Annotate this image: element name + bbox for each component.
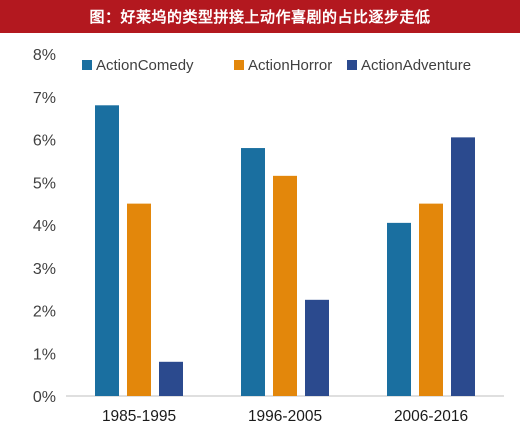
bar-actionhorror bbox=[273, 175, 297, 396]
y-tick-label: 0% bbox=[33, 389, 56, 406]
y-tick-label: 8% bbox=[33, 47, 56, 64]
bar-actionhorror bbox=[419, 203, 443, 396]
y-tick-label: 1% bbox=[33, 346, 56, 363]
legend-swatch bbox=[347, 60, 357, 70]
x-category-label: 1996-2005 bbox=[248, 408, 322, 425]
y-tick-label: 7% bbox=[33, 90, 56, 107]
bars bbox=[95, 105, 475, 397]
y-tick-label: 6% bbox=[33, 133, 56, 150]
bar-actionadventure bbox=[305, 299, 329, 396]
x-category-label: 1985-1995 bbox=[102, 408, 176, 425]
x-axis-labels: 1985-1995 1996-2005 2006-2016 bbox=[102, 408, 468, 425]
legend-swatch bbox=[234, 60, 244, 70]
title-bar: 图：好莱坞的类型拼接上动作喜剧的占比逐步走低 bbox=[0, 0, 520, 33]
y-tick-label: 3% bbox=[33, 261, 56, 278]
bar-actionadventure bbox=[451, 137, 475, 397]
legend-label: ActionAdventure bbox=[361, 57, 471, 74]
legend-swatch bbox=[82, 60, 92, 70]
bar-chart: 0% 1% 2% 3% 4% 5% 6% 7% 8% 1985-1995 1996-2005 200… bbox=[33, 47, 504, 425]
x-category-label: 2006-2016 bbox=[394, 408, 468, 425]
y-tick-label: 4% bbox=[33, 218, 56, 235]
y-tick-label: 2% bbox=[33, 304, 56, 321]
bar-actioncomedy bbox=[241, 148, 265, 396]
legend-label: ActionComedy bbox=[96, 57, 194, 74]
legend: ActionComedy ActionHorror ActionAdventure bbox=[82, 57, 471, 74]
bar-actioncomedy bbox=[95, 105, 119, 397]
bar-actionhorror bbox=[127, 203, 151, 396]
chart-title: 图：好莱坞的类型拼接上动作喜剧的占比逐步走低 bbox=[89, 8, 431, 26]
legend-label: ActionHorror bbox=[248, 57, 332, 74]
bar-actioncomedy bbox=[387, 222, 411, 396]
bar-actionadventure bbox=[159, 361, 183, 396]
y-axis-ticks: 0% 1% 2% 3% 4% 5% 6% 7% 8% bbox=[33, 47, 56, 406]
y-tick-label: 5% bbox=[33, 175, 56, 192]
